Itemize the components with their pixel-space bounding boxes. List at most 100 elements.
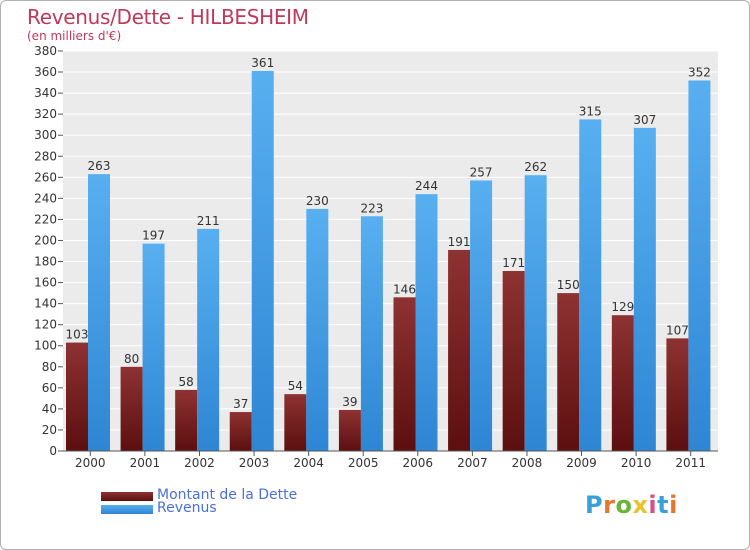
data-label: 103 [66,328,89,342]
data-label: 171 [502,256,525,270]
y-tick-label: 280 [34,149,57,163]
y-tick-label: 140 [34,297,57,311]
x-tick-label: 2008 [512,456,543,470]
data-label: 361 [251,56,274,70]
bar-revenus [579,119,602,451]
logo-letter: t [657,491,670,519]
y-tick-label: 60 [42,381,57,395]
y-tick-label: 200 [34,233,57,247]
y-tick-label: 20 [42,423,57,437]
bar-dette [284,394,307,451]
logo-letter: r [603,491,616,519]
x-tick-label: 2002 [184,456,215,470]
data-label: 257 [470,165,493,179]
bar-revenus [360,216,383,451]
bar-revenus [251,71,274,451]
legend-label-revenus: Revenus [157,500,217,516]
legend-label-dette: Montant de la Dette [157,487,298,503]
bar-dette [66,342,88,451]
logo-letter: P [585,491,604,519]
data-label: 352 [688,65,711,79]
x-tick-label: 2003 [239,456,270,470]
bar-revenus [306,208,329,451]
y-tick-label: 260 [34,170,57,184]
bar-dette [229,412,252,451]
bar-dette [393,297,416,451]
x-tick-label: 2010 [621,456,652,470]
y-tick-label: 220 [34,212,57,226]
bar-revenus [688,80,711,451]
bar-dette [448,249,471,451]
data-label: 80 [124,352,139,366]
data-label: 197 [142,229,165,243]
y-tick-label: 120 [34,318,57,332]
data-label: 39 [342,395,357,409]
bar-revenus [415,194,438,451]
data-label: 146 [393,282,416,296]
bar-dette [175,389,198,451]
y-tick-label: 180 [34,255,57,269]
x-tick-label: 2005 [348,456,379,470]
y-tick-label: 300 [34,128,57,142]
logo-letter: i [669,491,678,519]
bar-revenus [524,175,547,452]
x-tick-label: 2000 [75,456,106,470]
y-tick-label: 0 [49,444,57,458]
proxiti-logo: Proxiti [585,491,678,519]
bar-revenus [633,127,656,451]
plot-background [63,51,718,451]
bar-dette [120,366,143,451]
x-tick-label: 2006 [403,456,434,470]
data-label: 150 [557,278,580,292]
x-tick-label: 2007 [457,456,488,470]
y-tick-label: 360 [34,65,57,79]
bar-dette [557,293,580,451]
data-label: 129 [611,300,634,314]
data-label: 58 [179,375,194,389]
data-label: 223 [360,201,383,215]
data-label: 263 [88,159,111,173]
data-labels: 103 263 80 197 58 211 37 361 54 230 39 223 146 244 191… [66,56,711,411]
x-tick-label: 2004 [293,456,324,470]
logo-letter: o [615,491,633,519]
data-label: 262 [524,160,547,174]
data-label: 244 [415,179,438,193]
legend-swatch-revenus [101,505,153,514]
data-label: 307 [633,113,656,127]
data-label: 54 [288,379,303,393]
y-axis-tick-labels: 0 20 40 60 80 100 120 140 160 180 200 220 240 260 280 3… [34,44,63,458]
y-tick-label: 80 [42,360,57,374]
y-tick-label: 320 [34,107,57,121]
gridlines [63,50,718,452]
bar-revenus [470,180,493,451]
y-tick-label: 100 [34,339,57,353]
logo-letter: i [648,491,658,519]
y-tick-label: 380 [34,44,57,58]
y-tick-label: 40 [42,402,57,416]
bars [66,71,711,452]
data-label: 211 [197,214,220,228]
y-tick-label: 340 [34,86,57,100]
bar-dette [338,409,361,451]
logo-letter: x [632,491,649,519]
x-tick-label: 2001 [130,456,161,470]
bar-dette [611,315,634,451]
data-label: 107 [666,323,689,337]
bar-revenus [88,174,110,451]
bar-dette [502,271,525,451]
data-label: 315 [579,104,602,118]
y-tick-label: 240 [34,191,57,205]
data-label: 191 [448,235,471,249]
x-tick-label: 2011 [675,456,706,470]
y-tick-label: 160 [34,276,57,290]
bar-revenus [197,228,220,451]
legend-swatch-dette [101,492,153,501]
x-axis-tick-labels: 2000 2001 2002 2003 2004 2005 2006 2007 2008 2009… [75,451,706,470]
chart-title: Revenus/Dette - HILBESHEIM [27,5,309,29]
data-label: 37 [233,397,248,411]
bar-dette [666,338,689,451]
bar-revenus [142,243,165,451]
x-tick-label: 2009 [566,456,597,470]
